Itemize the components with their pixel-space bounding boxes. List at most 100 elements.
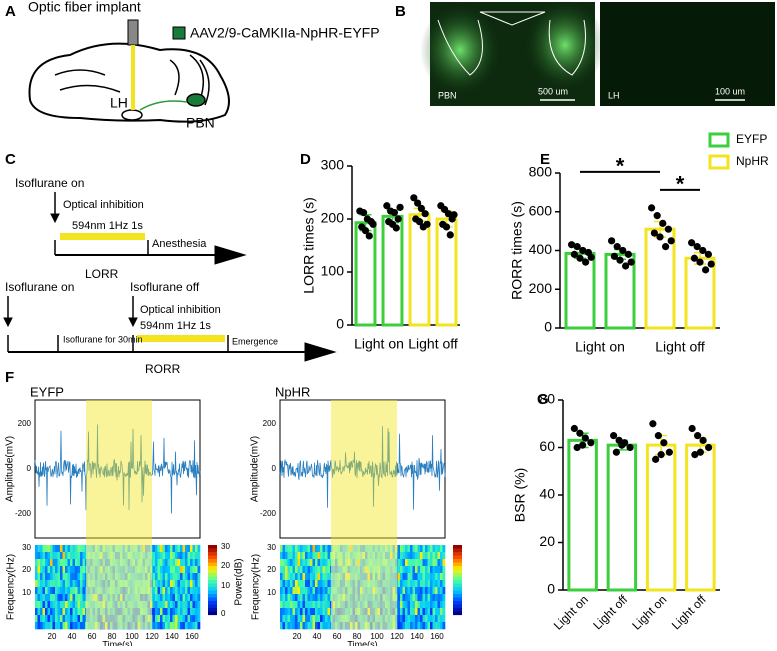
spectrogram-cell [432, 580, 436, 588]
spectrogram-cell [135, 615, 138, 623]
spectrogram-cell [327, 552, 331, 560]
spectrogram-cell [190, 622, 193, 630]
spectrogram-cell [432, 559, 436, 567]
spectrogram-cell [75, 580, 78, 588]
spectrogram-cell [390, 615, 393, 623]
spectrogram-cell [82, 587, 86, 595]
spectrogram-cell [290, 615, 293, 623]
spectrogram-cell [357, 615, 361, 623]
colorbar-tick: 30 [221, 542, 230, 551]
data-point [394, 215, 402, 223]
spectrogram-cell [442, 545, 446, 553]
spectrogram-cell [190, 594, 193, 602]
spectrogram-cell [390, 552, 393, 560]
axis-label: Amplitude(mV) [250, 436, 261, 502]
y-tick-label: 200 [529, 280, 553, 296]
spectrogram-cell [345, 580, 348, 588]
spectrogram-cell [337, 559, 341, 567]
spectrogram-cell [197, 622, 201, 630]
spectrogram-cell [402, 587, 406, 595]
spectrogram-cell [165, 608, 168, 616]
spectrogram-cell [97, 552, 101, 560]
spectrogram-cell [400, 601, 403, 609]
spectrogram-cell [430, 580, 433, 588]
spectrogram-cell [125, 608, 128, 616]
spectrogram-cell [197, 545, 201, 553]
colorbar [208, 548, 217, 553]
spectrogram-cell [175, 545, 178, 553]
spectrogram-cell [335, 573, 338, 581]
spectrogram-cell [317, 580, 321, 588]
spectrogram-cell [45, 580, 48, 588]
spectrogram-cell [412, 559, 416, 567]
spectrogram-cell [300, 594, 303, 602]
light-highlight [331, 400, 397, 629]
spectrogram-cell [322, 587, 326, 595]
spectrogram-cell [180, 615, 183, 623]
arrow-head [128, 317, 138, 328]
spectrogram-cell [157, 594, 161, 602]
spectrogram-cell [172, 573, 176, 581]
spectrogram-cell [145, 601, 148, 609]
spectrogram-cell [55, 594, 58, 602]
x-tick-label: Light off [669, 592, 709, 632]
spectrogram-cell [70, 615, 73, 623]
spectrogram-cell [157, 587, 161, 595]
spectrogram-cell [287, 601, 291, 609]
spectrogram-cell [312, 608, 316, 616]
spectrogram-cell [180, 559, 183, 567]
spectrogram-cell [387, 622, 391, 630]
spectrogram-cell [130, 573, 133, 581]
spectrogram-cell [87, 566, 91, 574]
spectrogram-cell [135, 608, 138, 616]
spectrogram-cell [415, 622, 418, 630]
spectrogram-cell [400, 594, 403, 602]
spectrogram-cell [417, 552, 421, 560]
spectrogram-cell [72, 587, 76, 595]
spectrogram-cell [197, 580, 201, 588]
spectrogram-cell [387, 552, 391, 560]
virus-label: AAV2/9-CaMKIIa-NpHR-EYFP [190, 25, 380, 41]
spectrogram-cell [352, 573, 356, 581]
data-point [582, 258, 590, 266]
spectrogram-cell [132, 580, 136, 588]
spectrogram-cell [422, 587, 426, 595]
spectrogram-cell [430, 594, 433, 602]
spectrogram-cell [167, 587, 171, 595]
spectrogram-cell [72, 552, 76, 560]
spectrogram-cell [410, 566, 413, 574]
spectrogram-cell [140, 587, 143, 595]
spectrogram-cell [307, 573, 311, 581]
spectrogram-cell [122, 566, 126, 574]
spectrogram-cell [330, 608, 333, 616]
data-point [570, 424, 578, 433]
spectrogram-cell [345, 608, 348, 616]
spectrogram-cell [137, 608, 141, 616]
spectrogram-cell [390, 573, 393, 581]
spectrogram-cell [360, 573, 363, 581]
spectrogram-cell [87, 552, 91, 560]
spectrogram-cell [35, 615, 38, 623]
panel-a: Optic fiber implant AAV2/9-CaMKIIa-NpHR-… [28, 0, 380, 131]
spectrogram-cell [410, 622, 413, 630]
spectrogram-cell [330, 580, 333, 588]
spectrogram-cell [420, 559, 423, 567]
spectrogram-cell [407, 559, 411, 567]
spectrogram-cell [137, 594, 141, 602]
spectrogram-cell [415, 552, 418, 560]
spectrogram-cell [312, 615, 316, 623]
spectrogram-cell [62, 545, 66, 553]
spectrogram-cell [300, 559, 303, 567]
colorbar [453, 552, 462, 556]
spectrogram-cell [177, 601, 181, 609]
spectrogram-cell [437, 545, 441, 553]
spectrogram-cell [85, 608, 88, 616]
data-point [696, 448, 704, 456]
lh-label: LH [110, 95, 128, 111]
spectrogram-cell [180, 566, 183, 574]
data-point [659, 219, 667, 227]
spectrogram-cell [385, 559, 388, 567]
spectrogram-cell [317, 566, 321, 574]
spectrogram-cell [42, 573, 46, 581]
spectrogram-cell [122, 608, 126, 616]
